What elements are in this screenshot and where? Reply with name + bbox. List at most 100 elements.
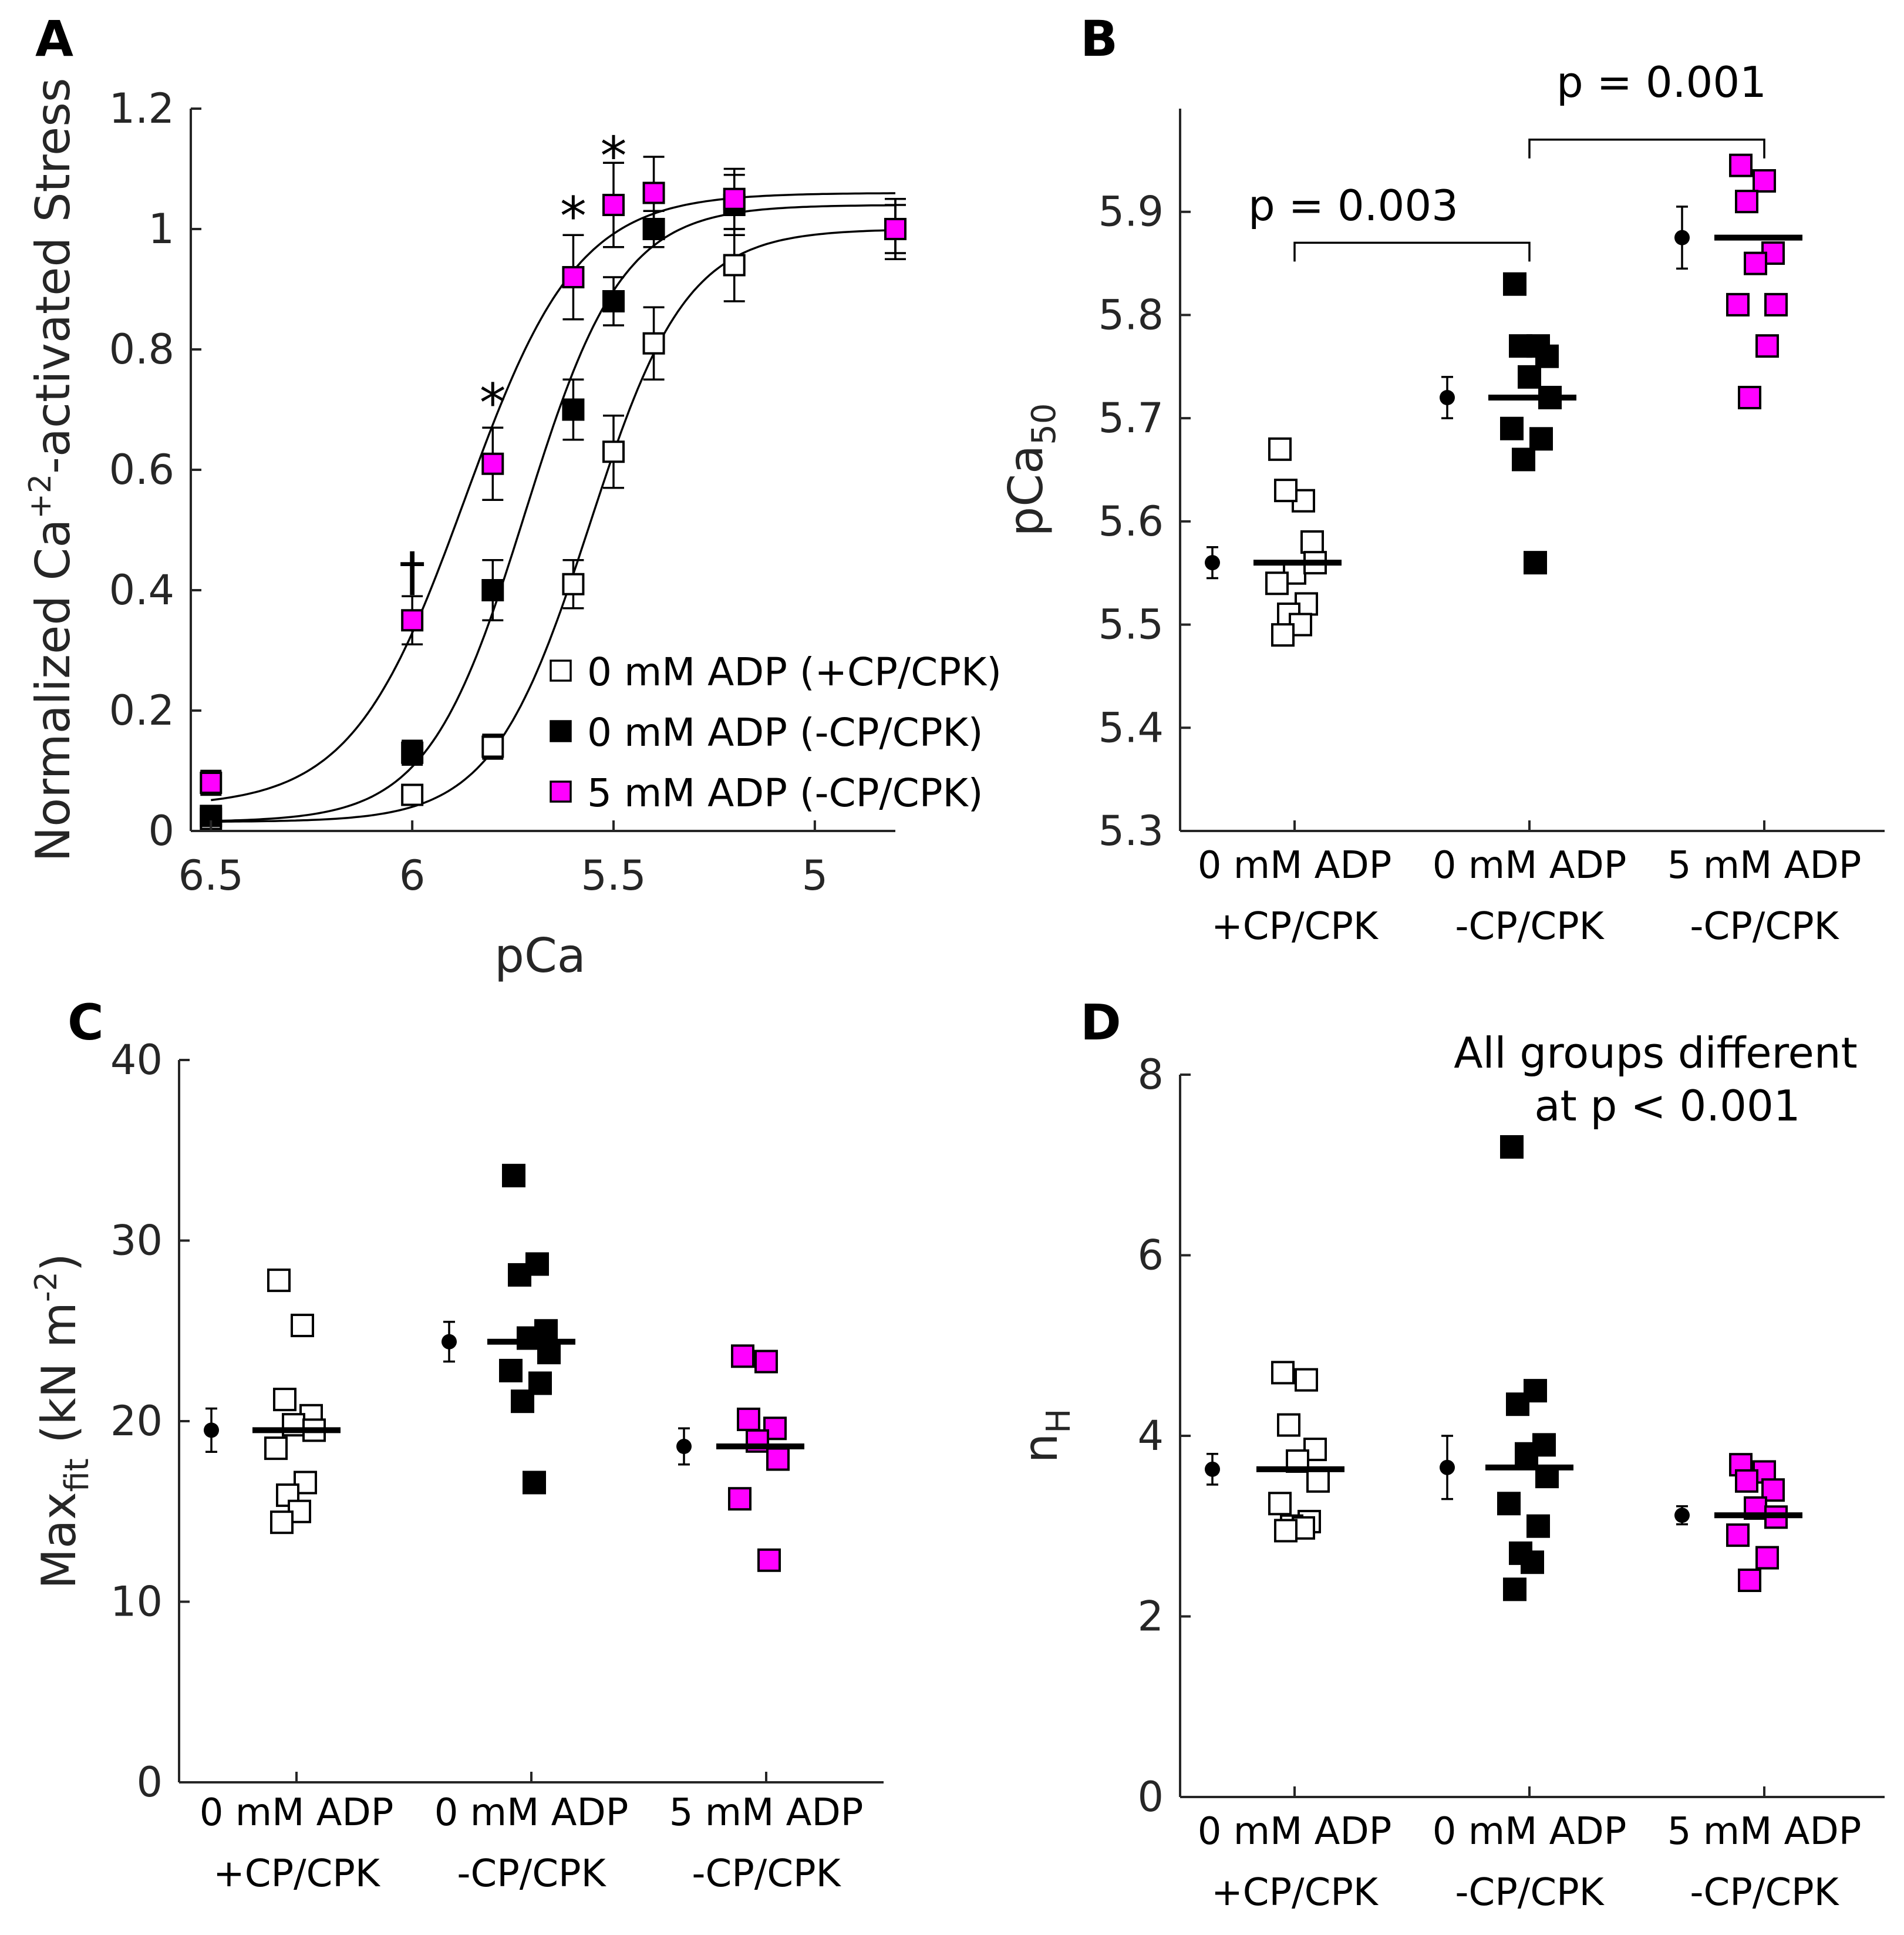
panel-a-y-label-main: Normalized Ca <box>26 519 80 862</box>
mean-dot-open <box>1205 1461 1220 1477</box>
data-point-open <box>291 1314 314 1338</box>
data-point-black <box>1509 334 1532 358</box>
panel-b-brackets: p = 0.003 p = 0.001 <box>1248 58 1767 262</box>
data-point-black <box>1515 1442 1538 1466</box>
group-open <box>204 1268 341 1534</box>
panel-d-annotation-line-2: at p < 0.001 <box>1534 1081 1800 1130</box>
panel-a-x-label: pCa <box>494 928 586 983</box>
data-point-magenta <box>1744 251 1767 275</box>
data-point-magenta <box>1764 292 1788 317</box>
panel-d-y-label-main: n <box>1013 1433 1068 1463</box>
y-tick-label: 2 <box>1137 1593 1164 1641</box>
data-point-magenta <box>1729 153 1753 177</box>
category-label-line-1: 5 mM ADP <box>1667 1810 1862 1853</box>
significance-bracket <box>1528 138 1765 159</box>
category-label-line-2: +CP/CPK <box>1211 905 1379 948</box>
legend-label-black: 0 mM ADP (-CP/CPK) <box>587 710 983 755</box>
data-point-magenta <box>766 1447 790 1471</box>
category-label-line-2: -CP/CPK <box>692 1852 841 1896</box>
panel-c: C 0 10 20 30 40 0 mM ADP +CP/CPK 0 mM ADP -CP/CP… <box>29 994 884 1896</box>
data-point-black <box>523 1470 546 1495</box>
data-point-open <box>401 783 424 806</box>
category-label-line-1: 0 mM ADP <box>1433 844 1627 887</box>
data-point-open <box>1274 479 1298 503</box>
data-point-magenta <box>1726 292 1750 317</box>
group-magenta <box>1674 1453 1802 1592</box>
data-point-magenta <box>1753 169 1776 193</box>
y-tick-label: 0.8 <box>109 325 174 373</box>
panel-a-y-label-tail: -activated Stress <box>26 78 80 474</box>
mean-dot-open <box>204 1422 219 1438</box>
data-point-open <box>723 254 746 277</box>
panel-a-legend: 0 mM ADP (+CP/CPK) 0 mM ADP (-CP/CPK) 5 … <box>550 650 1002 816</box>
panel-c-y-label-sub: fit <box>58 1458 96 1492</box>
data-point-open <box>294 1470 317 1495</box>
data-point-open <box>1277 1413 1300 1437</box>
data-point-open <box>273 1388 296 1412</box>
data-point-magenta <box>1738 386 1761 409</box>
y-tick-label: 5.9 <box>1098 188 1164 236</box>
data-point-open <box>264 1436 288 1460</box>
category-label-line-2: -CP/CPK <box>457 1852 606 1896</box>
data-point-magenta <box>481 452 504 475</box>
category-label-line-2: +CP/CPK <box>1211 1871 1379 1914</box>
significance-mark: * <box>480 372 506 434</box>
data-point-open <box>1306 1469 1330 1493</box>
data-point-open <box>562 573 585 595</box>
data-point-magenta <box>884 218 906 240</box>
x-tick-label: 5.5 <box>581 852 646 900</box>
mean-dot-black <box>1440 1459 1455 1475</box>
y-tick-label: 8 <box>1137 1051 1164 1099</box>
panel-c-plot <box>204 1163 804 1572</box>
group-black <box>1440 1135 1573 1601</box>
x-tick-label: 5 <box>802 852 828 900</box>
category-label-line-1: 5 mM ADP <box>669 1791 864 1835</box>
x-tick-label: 6.5 <box>178 852 244 900</box>
data-point-magenta <box>642 181 665 204</box>
group-black <box>1440 272 1576 575</box>
data-point-magenta <box>1726 1523 1750 1547</box>
panel-d: D 0 2 4 6 8 0 mM ADP +CP/CPK 0 mM ADP -CP/CPK 5 m… <box>1013 994 1885 1914</box>
mean-dot-open <box>1205 555 1220 571</box>
data-point-black <box>1503 1577 1526 1601</box>
data-point-black <box>499 1358 523 1382</box>
y-tick-label: 5.6 <box>1098 497 1164 546</box>
data-point-open <box>1271 623 1295 647</box>
data-point-black <box>511 1389 534 1414</box>
category-label-line-1: 0 mM ADP <box>200 1791 394 1835</box>
category-label-line-2: -CP/CPK <box>1690 905 1839 948</box>
panel-d-y-label: nH <box>1013 1409 1078 1463</box>
mean-dot-magenta <box>676 1439 692 1455</box>
data-point-black <box>537 1341 561 1365</box>
y-tick-label: 0.4 <box>109 566 174 614</box>
category-label-line-2: -CP/CPK <box>1455 1871 1605 1914</box>
category-label-line-2: -CP/CPK <box>1455 905 1605 948</box>
y-tick-label: 1 <box>148 205 174 253</box>
legend-label-magenta: 5 mM ADP (-CP/CPK) <box>587 770 983 816</box>
data-point-magenta <box>737 1407 760 1431</box>
group-open <box>1205 437 1342 647</box>
panel-b: B 5.3 5.4 5.5 5.6 5.7 5.8 5.9 0 mM ADP +CP/CPK 0 … <box>999 10 1885 948</box>
data-point-magenta <box>723 187 746 210</box>
y-tick-label: 1.2 <box>109 85 174 133</box>
panel-c-y-label-tail2: ) <box>32 1253 86 1271</box>
panel-c-ticks: 0 10 20 30 40 0 mM ADP +CP/CPK 0 mM ADP -CP/CPK 5… <box>110 1036 863 1896</box>
panel-d-ticks: 0 2 4 6 8 0 mM ADP +CP/CPK 0 mM ADP -CP/CPK 5 mM … <box>1137 1051 1861 1914</box>
y-tick-label: 0.6 <box>109 446 174 494</box>
panel-a: A †*** 00.20.40.60.811.26.5 6 5.5 5 pCa Nor… <box>23 10 1002 983</box>
panel-c-y-label-tail1: (kN m <box>32 1302 86 1458</box>
panel-b-y-label: pCa50 <box>999 403 1063 537</box>
significance-mark: † <box>399 541 426 603</box>
y-tick-label: 5.7 <box>1098 394 1164 442</box>
panel-b-plot <box>1205 153 1802 647</box>
data-point-black <box>1503 272 1526 296</box>
data-point-black <box>401 741 424 764</box>
panel-d-letter: D <box>1080 994 1121 1051</box>
mean-dot-magenta <box>1674 1507 1690 1523</box>
data-point-open <box>1300 530 1324 554</box>
data-point-open <box>270 1510 294 1534</box>
category-label-line-1: 0 mM ADP <box>1198 844 1392 887</box>
panel-c-letter: C <box>68 994 104 1051</box>
panel-a-y-label: Normalized Ca+2-activated Stress <box>23 78 80 862</box>
data-point-open <box>1268 1492 1292 1516</box>
